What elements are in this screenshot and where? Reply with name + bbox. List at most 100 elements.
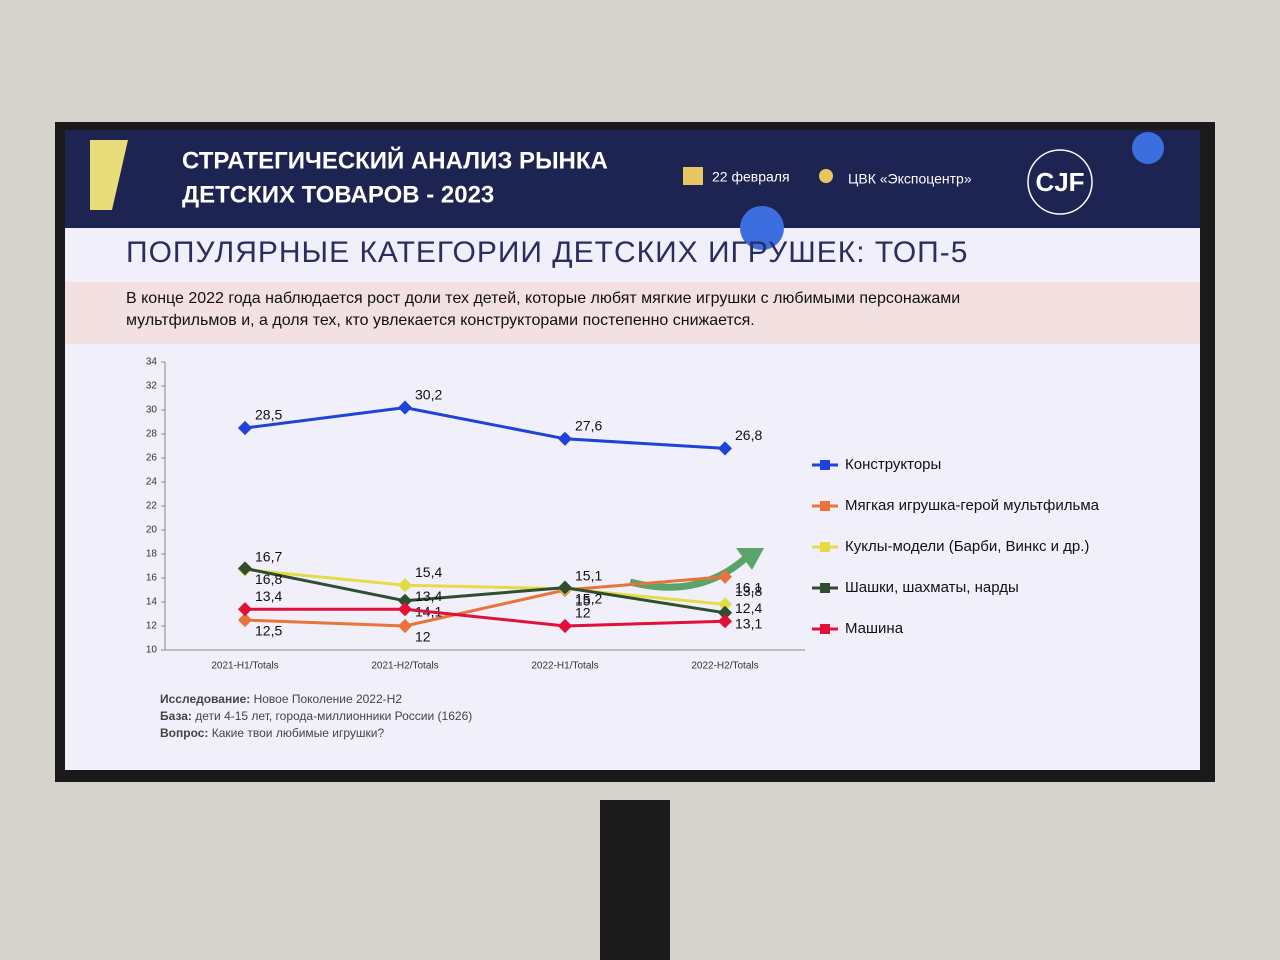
legend-label: Машина [845, 620, 904, 637]
point-marker [397, 602, 413, 617]
footnote-label: Исследование: [160, 692, 250, 706]
y-tick-label: 32 [146, 381, 158, 392]
legend-label: Конструкторы [845, 456, 941, 473]
data-label: 12 [575, 605, 591, 621]
subtitle-band [65, 282, 1200, 344]
date: 22 февраля [712, 169, 790, 185]
legend-label: Шашки, шахматы, нарды [845, 579, 1019, 596]
data-label: 26,8 [735, 427, 762, 443]
series-line [244, 406, 726, 450]
point-marker [397, 593, 413, 608]
y-tick-label: 16 [146, 573, 158, 584]
x-tick-label: 2021-H1/Totals [211, 661, 278, 672]
decor [90, 140, 128, 210]
point-marker [237, 612, 253, 628]
logo-ring [1027, 149, 1093, 215]
data-label: 13,1 [735, 616, 762, 632]
y-tick-label: 34 [146, 357, 158, 368]
data-label: 12 [415, 629, 431, 645]
point-marker [557, 618, 573, 634]
series-line [244, 575, 726, 628]
data-label: 16,7 [255, 548, 282, 564]
legend-label: Куклы-модели (Барби, Винкс и др.) [845, 538, 1089, 555]
y-tick-label: 24 [146, 477, 158, 488]
point-marker [717, 569, 733, 584]
point-marker [237, 602, 253, 617]
point-marker [557, 431, 573, 446]
data-label: 16,1 [735, 580, 762, 596]
point-marker [717, 441, 733, 456]
legend-marker [820, 542, 830, 552]
x-tick-label: 2021-H2/Totals [371, 661, 438, 672]
footnote-text: Новое Поколение 2022-H2 [254, 692, 403, 706]
trend-arrow-head [736, 548, 764, 570]
data-label: 15 [575, 593, 591, 609]
legend-marker [820, 501, 830, 511]
point-marker [557, 580, 573, 595]
decor [1132, 132, 1164, 164]
legend-marker [820, 460, 830, 470]
pin-icon [819, 169, 833, 183]
y-tick-label: 28 [146, 429, 158, 440]
calendar-icon [683, 167, 703, 185]
y-tick-label: 12 [146, 621, 158, 632]
point-marker [717, 597, 733, 612]
data-label: 12,4 [735, 600, 762, 616]
data-label: 13,4 [255, 588, 282, 604]
data-label: 28,5 [255, 407, 282, 423]
data-label: 13,4 [415, 588, 442, 604]
y-tick-label: 26 [146, 453, 158, 464]
trend-arrow [629, 553, 751, 591]
y-tick-label: 22 [146, 501, 158, 512]
data-label: 15,4 [415, 564, 442, 580]
y-tick-label: 10 [146, 645, 158, 656]
footnote-label: Вопрос: [160, 726, 208, 740]
y-tick-label: 18 [146, 549, 158, 560]
series-line [245, 607, 726, 628]
legend-marker [820, 624, 830, 634]
point-marker [717, 614, 733, 629]
header-title: ДЕТСКИХ ТОВАРОВ - 2023 [182, 181, 494, 208]
x-tick-label: 2022-H2/Totals [691, 661, 758, 672]
legend-marker [820, 583, 830, 593]
slide [65, 130, 1200, 770]
venue: ЦВК «Экспоцентр» [848, 171, 972, 187]
y-tick-label: 14 [146, 597, 158, 608]
data-label: 12,5 [255, 623, 282, 639]
footnote-text: Какие твои любимые игрушки? [212, 726, 385, 740]
data-label: 16,8 [255, 571, 282, 587]
decor [740, 206, 784, 250]
data-label: 15,2 [575, 590, 602, 606]
series-line [244, 566, 726, 615]
data-label: 15,1 [575, 568, 602, 584]
point-marker [397, 400, 413, 415]
header-title: СТРАТЕГИЧЕСКИЙ АНАЛИЗ РЫНКА [182, 146, 608, 174]
series-line [244, 568, 726, 606]
footnote: Исследование: Новое Поколение 2022-H2 [160, 692, 402, 706]
footnote: Вопрос: Какие твои любимые игрушки? [160, 726, 384, 740]
footnote-text: дети 4-15 лет, города-миллионники России… [195, 709, 472, 723]
legend-label: Мягкая игрушка-герой мультфильма [845, 497, 1100, 514]
footnote-label: База: [160, 709, 192, 723]
data-label: 13,8 [735, 583, 762, 599]
x-tick-label: 2022-H1/Totals [531, 661, 598, 672]
logo: CJF [1035, 167, 1084, 197]
point-marker [397, 578, 413, 593]
subtitle: В конце 2022 года наблюдается рост доли … [126, 290, 960, 307]
point-marker [397, 618, 413, 634]
header-band [65, 130, 1200, 228]
point-marker [717, 605, 733, 620]
y-tick-label: 20 [146, 525, 158, 536]
data-label: 27,6 [575, 418, 602, 434]
footnote: База: дети 4-15 лет, города-миллионники … [160, 709, 472, 723]
point-marker [237, 420, 253, 436]
point-marker [237, 561, 253, 576]
stand [600, 800, 670, 960]
subtitle: мультфильмов и, а доля тех, кто увлекает… [126, 312, 755, 329]
slide-title: ПОПУЛЯРНЫЕ КАТЕГОРИИ ДЕТСКИХ ИГРУШЕК: ТО… [126, 236, 968, 269]
chart: 10 12 14 16 18 20 22 24 26 28 30 32 34 2021-H1/Totals… [146, 357, 1100, 672]
y-tick-label: 30 [146, 405, 158, 416]
data-label: 30,2 [415, 386, 442, 402]
